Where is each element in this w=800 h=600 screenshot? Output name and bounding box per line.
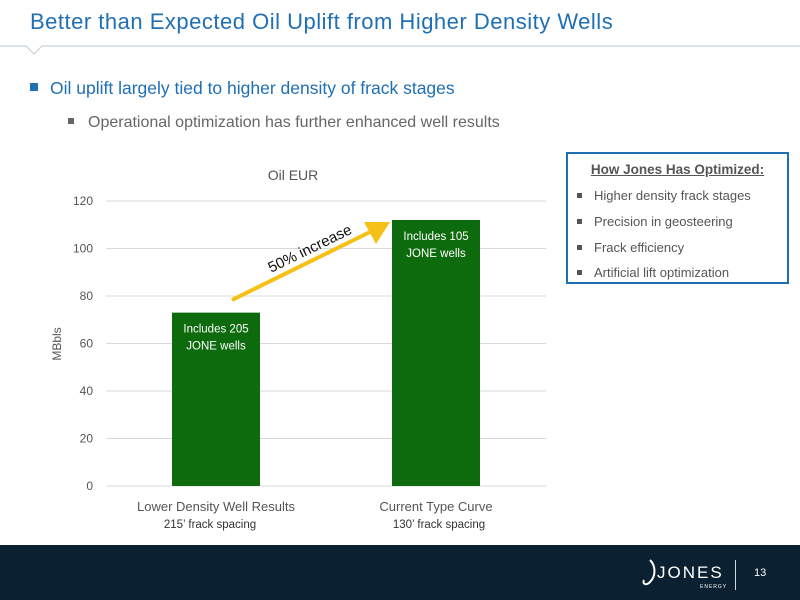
y-tick-label: 60: [80, 337, 94, 351]
callout-item-text: Precision in geosteering: [594, 214, 733, 229]
bar-data-label: JONE wells: [186, 341, 246, 353]
jones-energy-logo: JONES ENERGY: [642, 559, 727, 590]
x-tick-label: Lower Density Well Results: [137, 499, 295, 514]
bullet-square-icon: [577, 270, 582, 275]
page-number: 13: [754, 567, 767, 579]
footer-divider: [735, 560, 736, 590]
bullet-square-icon: [577, 219, 582, 224]
callout-item: Precision in geosteering: [577, 214, 733, 229]
x-tick-label: Current Type Curve: [379, 499, 492, 514]
bar-data-label: JONE wells: [406, 248, 466, 260]
callout-item: Higher density frack stages: [577, 188, 751, 203]
y-tick-label: 120: [73, 194, 93, 208]
bar: [172, 312, 260, 486]
callout-item-text: Higher density frack stages: [594, 188, 751, 203]
bullet-square-icon: [577, 245, 582, 250]
callout-item-text: Frack efficiency: [594, 240, 685, 255]
chart-title: Oil EUR: [268, 167, 319, 183]
y-tick-label: 0: [86, 479, 93, 493]
oil-eur-chart: Oil EUR MBbls 0 20 40 60 80 100 120 Includes 2…: [50, 167, 546, 531]
logo-text: JONES: [657, 563, 724, 582]
bullet-square-icon: [577, 193, 582, 198]
y-tick-label: 80: [80, 289, 94, 303]
bullet-square-icon: [30, 83, 38, 91]
main-bullet-text: Oil uplift largely tied to higher densit…: [50, 78, 455, 98]
callout-item-text: Artificial lift optimization: [594, 265, 730, 280]
bullet-square-icon: [68, 118, 74, 124]
y-axis-label: MBbls: [50, 327, 64, 360]
callout-item: Frack efficiency: [577, 240, 684, 255]
sub-bullet: Operational optimization has further enh…: [68, 114, 500, 132]
footer-bar: JONES ENERGY 13: [0, 545, 800, 600]
callout-title: How Jones Has Optimized:: [590, 162, 765, 177]
y-tick-label: 20: [80, 432, 94, 446]
y-tick-label: 40: [80, 384, 94, 398]
y-axis-ticks: 0 20 40 60 80 100 120: [73, 194, 93, 493]
bar-data-label: Includes 105: [403, 231, 468, 243]
bar-data-label: Includes 205: [183, 324, 248, 336]
x-tick-sublabel: 130’ frack spacing: [393, 519, 485, 531]
bars: Includes 205 JONE wells Includes 105 JONE w…: [172, 220, 480, 486]
logo-subtext: ENERGY: [700, 584, 727, 590]
sub-bullet-text: Operational optimization has further enh…: [88, 114, 500, 131]
y-tick-label: 100: [73, 242, 93, 256]
main-bullet: Oil uplift largely tied to higher densit…: [30, 78, 455, 99]
increase-arrow: [231, 222, 390, 302]
x-axis-labels: Lower Density Well Results 215’ frack spa…: [137, 499, 493, 531]
bar: [392, 220, 480, 486]
x-tick-sublabel: 215’ frack spacing: [164, 519, 256, 531]
slide-title: Better than Expected Oil Uplift from Hig…: [30, 9, 614, 34]
title-divider: [0, 45, 800, 55]
callout-item: Artificial lift optimization: [577, 265, 729, 280]
optimization-callout: How Jones Has Optimized: Higher density …: [566, 152, 789, 284]
